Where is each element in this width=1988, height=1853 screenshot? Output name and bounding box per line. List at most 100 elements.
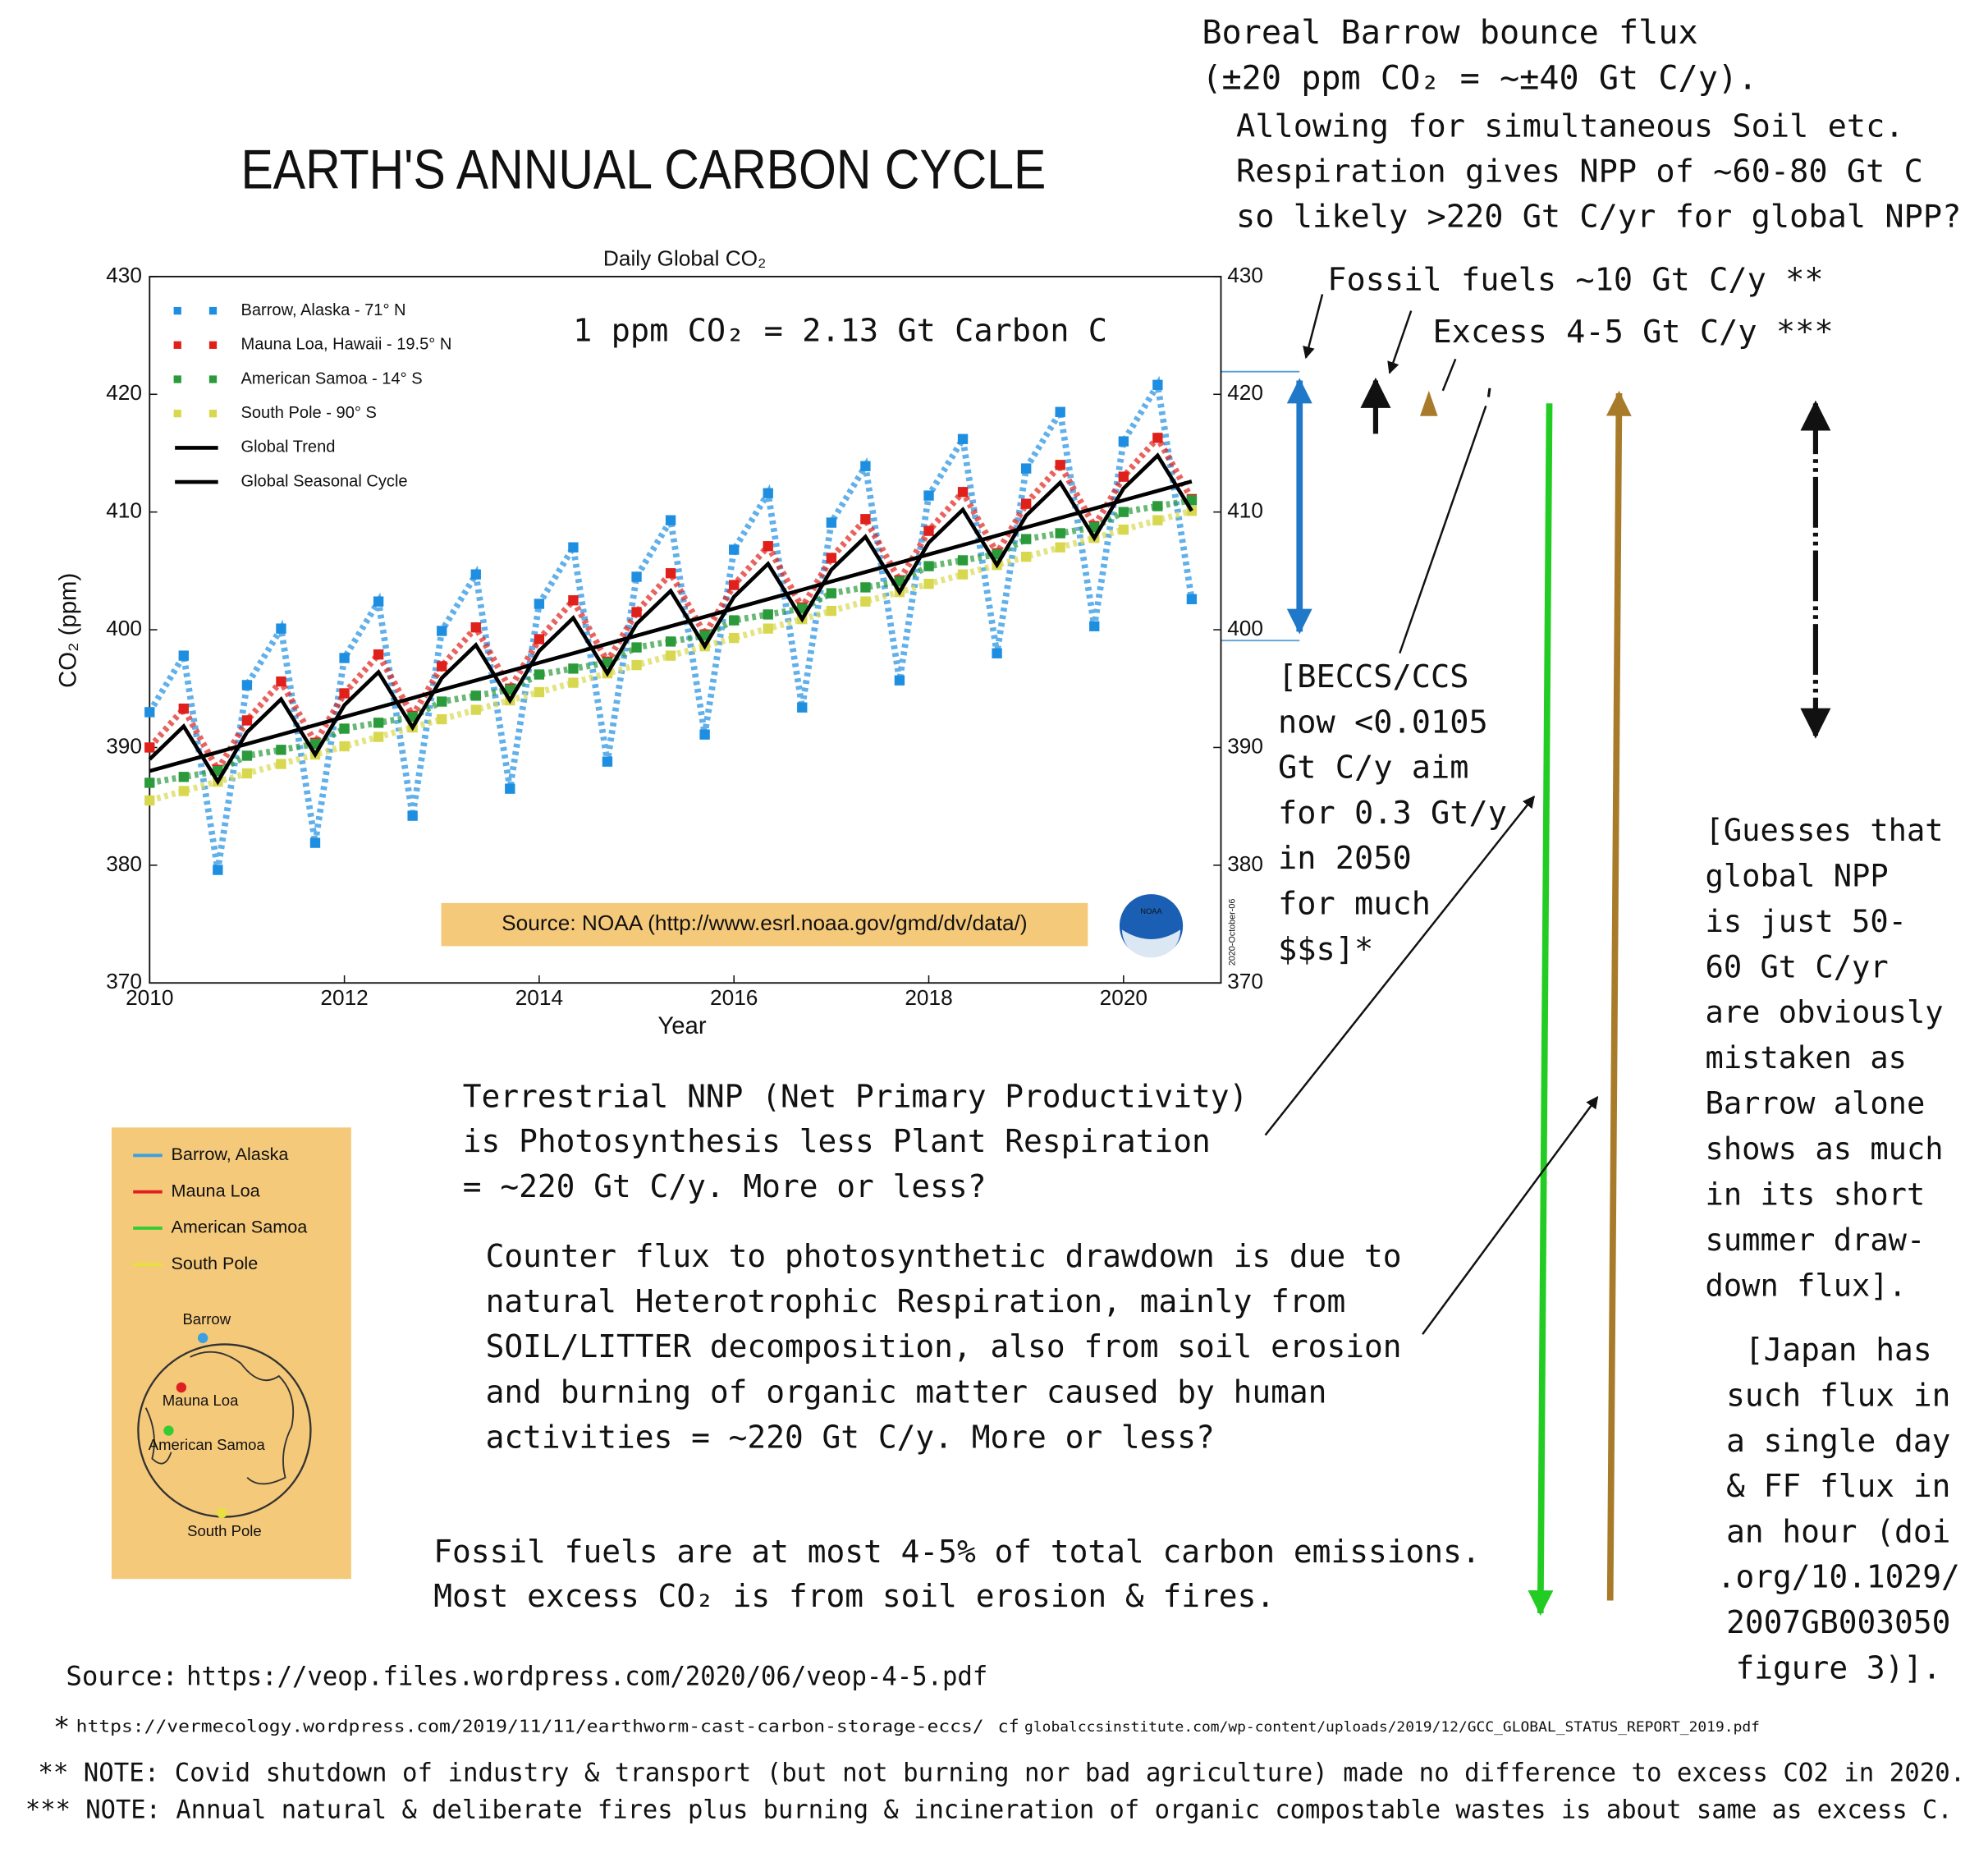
station-point [923, 525, 934, 536]
station-point [602, 756, 613, 767]
annotation-guesses: summer draw- [1706, 1222, 1926, 1258]
station-point [470, 690, 481, 701]
connectors [1166, 294, 1831, 1617]
station-point [534, 686, 545, 698]
station-point [241, 750, 253, 761]
station-point [568, 677, 579, 688]
station-point [534, 599, 545, 609]
station-point [992, 648, 1002, 658]
station-point [763, 609, 773, 620]
x-axis-label: Year [657, 1012, 706, 1039]
station-point [437, 696, 447, 707]
station-point [407, 810, 418, 821]
station-point [729, 632, 740, 644]
station-point [339, 723, 350, 734]
source-link: https://veop.files.wordpress.com/2020/06… [186, 1661, 987, 1692]
station-point [568, 542, 579, 553]
station-point [373, 649, 384, 660]
map-label: American Samoa [149, 1436, 266, 1453]
legend-label: South Pole - 90° S [240, 404, 376, 422]
station-point [797, 603, 808, 614]
map-inset [111, 1127, 351, 1580]
map-label: Mauna Loa [163, 1392, 239, 1409]
station-point [241, 768, 253, 779]
station-point [437, 661, 447, 672]
chart-title: Daily Global CO₂ [603, 246, 766, 271]
station-point [992, 549, 1002, 560]
station-point [534, 634, 545, 644]
annotation-counter-flux: natural Heterotrophic Respiration, mainl… [486, 1283, 1346, 1319]
y-tick-label: 380 [106, 851, 142, 876]
legend-label: Mauna Loa, Hawaii - 19.5° N [240, 336, 451, 354]
station-point [957, 433, 969, 444]
annotation-guesses: shows as much [1706, 1131, 1944, 1167]
station-point [1186, 495, 1198, 506]
station-point [894, 576, 905, 587]
annotation-beccs: for 0.3 Gt/y [1278, 795, 1507, 832]
site-dot [176, 1382, 187, 1393]
x-tick-label: 2010 [126, 985, 173, 1010]
y2-tick-label: 410 [1227, 498, 1263, 523]
station-point [1152, 379, 1163, 390]
station-point [631, 607, 642, 617]
y2-tick-label: 390 [1227, 733, 1263, 758]
annotation-guesses: are obviously [1706, 995, 1944, 1030]
legend-swatch [208, 341, 218, 349]
station-point [241, 715, 253, 726]
footnote-link: https://vermecology.wordpress.com/2019/1… [76, 1716, 984, 1736]
annotation-guesses: is just 50- [1706, 904, 1907, 939]
annotation-fossil-fuels: Fossil fuels ~10 Gt C/y ** [1327, 262, 1823, 299]
station-point [568, 663, 579, 674]
legend-label: American Samoa - 14° S [240, 369, 422, 388]
station-trace [147, 432, 1195, 777]
station-point [470, 569, 481, 580]
map-label: Barrow [182, 1310, 231, 1328]
station-point [860, 461, 871, 471]
station-point [826, 553, 837, 563]
station-point [923, 561, 934, 571]
station-point [568, 595, 579, 606]
y2-tick-label: 370 [1227, 969, 1263, 993]
legend-swatch [173, 341, 181, 349]
station-point [309, 837, 321, 848]
y-tick-label: 420 [106, 380, 142, 405]
station-point [797, 702, 808, 713]
x-tick-label: 2014 [515, 985, 563, 1010]
station-point [665, 636, 676, 647]
pointer [1387, 310, 1413, 374]
y2-tick-label: 380 [1227, 851, 1263, 876]
annotation-counter-flux: and burning of organic matter caused by … [486, 1374, 1327, 1410]
station-point [763, 623, 773, 634]
annotation-guesses: mistaken as [1706, 1040, 1907, 1076]
station-point [505, 685, 515, 695]
station-point [178, 786, 189, 796]
station-point [1055, 542, 1065, 553]
station-point [1152, 501, 1163, 511]
legend-label: Global Trend [240, 438, 335, 456]
y2-tick-label: 400 [1227, 616, 1263, 640]
station-point [1152, 433, 1163, 443]
station-point [699, 729, 710, 740]
annotation-counter-flux: SOIL/LITTER decomposition, also from soi… [486, 1328, 1402, 1365]
station-point [1118, 524, 1129, 535]
station-point [178, 650, 189, 661]
station-point [144, 795, 155, 806]
station-point [534, 669, 545, 680]
station-point [144, 707, 155, 718]
station-point [470, 622, 481, 633]
station-trace [146, 375, 1195, 871]
site-dot [163, 1425, 174, 1436]
station-point [505, 783, 515, 794]
station-point [631, 642, 642, 653]
station-point [957, 555, 969, 566]
annotation-beccs: in 2050 [1278, 840, 1412, 877]
beccs-arrow [1486, 388, 1491, 397]
poster-title: EARTH'S ANNUAL CARBON CYCLE [240, 139, 1046, 201]
station-point [407, 711, 418, 722]
annotation-terrestrial: = ~220 Gt C/y. More or less? [463, 1168, 987, 1204]
annotation-guesses: 60 Gt C/yr [1706, 949, 1889, 984]
annotation-japan: [Japan has [1745, 1332, 1932, 1368]
map-legend-label: South Pole [172, 1253, 259, 1273]
annotation-fossil-share: Most excess CO₂ is from soil erosion & f… [433, 1578, 1275, 1614]
